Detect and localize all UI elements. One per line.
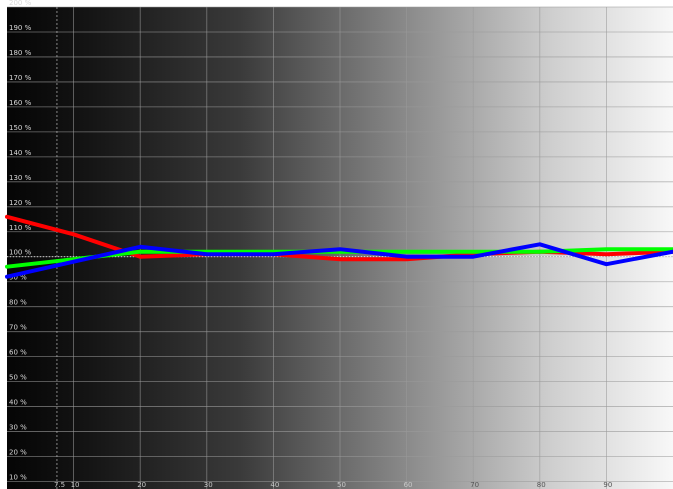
y-tick-label: 190 % [9,24,32,32]
y-tick-label: 80 % [9,299,27,307]
x-tick-label: 50 [337,481,346,489]
y-tick-label: 70 % [9,324,27,332]
x-tick-label: 60 [404,481,413,489]
y-tick-label: 50 % [9,374,27,382]
y-tick-label: 20 % [9,449,27,457]
series-lines [5,214,673,279]
y-tick-label: 40 % [9,399,27,407]
x-tick-label: 7.5 [54,481,65,489]
y-tick-label: 100 % [9,249,32,257]
x-tick-label: 80 [537,481,546,489]
y-tick-label: 150 % [9,124,32,132]
blue-series-line [5,242,673,279]
y-tick-label: 170 % [9,74,32,82]
y-tick-label: 90 % [9,274,27,282]
x-tick-label: 70 [470,481,479,489]
x-tick-label: 30 [204,481,213,489]
y-tick-label: 10 % [9,474,27,482]
x-tick-label: 20 [137,481,146,489]
x-axis-ticks: 7.5 10 20 30 40 50 60 70 80 90 [54,481,612,489]
y-tick-label: 160 % [9,99,32,107]
y-tick-label: 130 % [9,174,32,182]
y-axis-ticks: 10 % 20 % 30 % 40 % 50 % 60 % 70 % 80 % 90 % 100 … [9,0,32,482]
y-tick-label: 30 % [9,424,27,432]
y-tick-label: 120 % [9,199,32,207]
y-tick-label: 200 % [9,0,32,7]
x-tick-label: 90 [603,481,612,489]
y-tick-label: 110 % [9,224,32,232]
y-tick-label: 60 % [9,349,27,357]
y-tick-label: 180 % [9,49,32,57]
y-tick-label: 140 % [9,149,32,157]
x-tick-label: 40 [270,481,279,489]
x-tick-label: 10 [71,481,80,489]
